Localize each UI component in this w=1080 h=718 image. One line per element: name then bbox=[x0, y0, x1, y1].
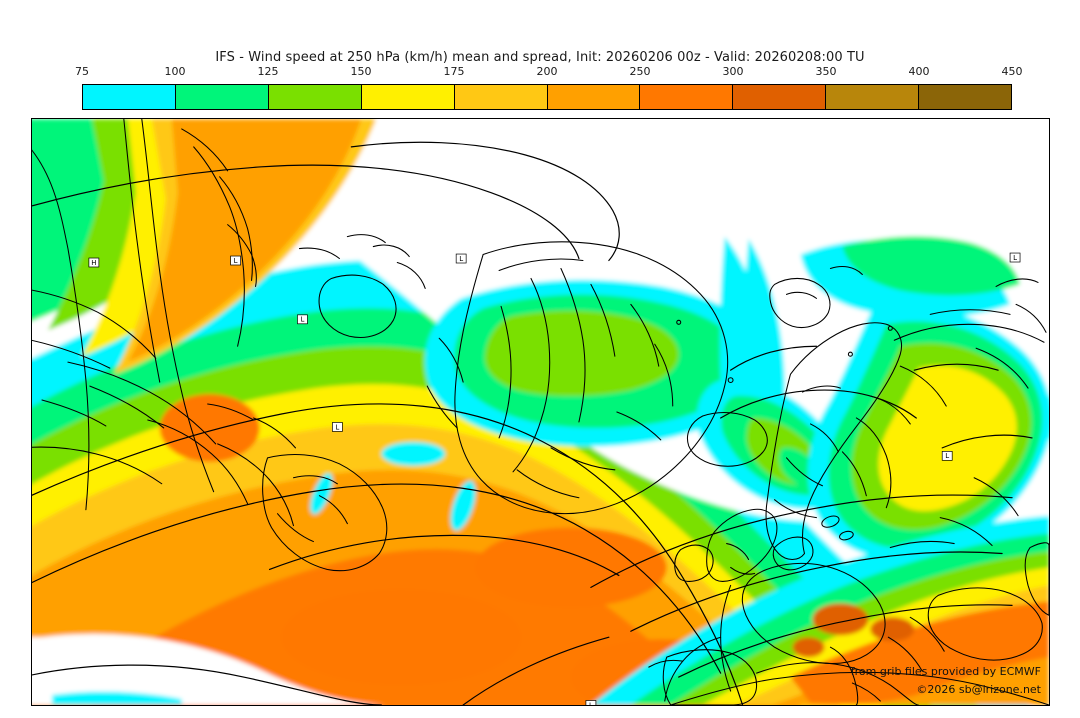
svg-text:L: L bbox=[234, 257, 238, 265]
colorbar-tick-label: 400 bbox=[908, 65, 930, 78]
colorbar-segment bbox=[83, 85, 176, 109]
svg-text:L: L bbox=[945, 452, 949, 460]
colorbar-gradient bbox=[82, 84, 1012, 110]
map-panel[interactable]: HLLLLLLLLLL from grib files provided by … bbox=[31, 118, 1050, 706]
colorbar-segment bbox=[640, 85, 734, 109]
colorbar-segment bbox=[733, 85, 827, 109]
colorbar-tick-label: 200 bbox=[536, 65, 558, 78]
colorbar-segment bbox=[268, 85, 362, 109]
map-marker: L bbox=[1009, 252, 1021, 263]
colorbar-segment bbox=[919, 85, 1012, 109]
map-marker: L bbox=[585, 700, 597, 705]
colorbar: 75 100 125 150 175 200 250 300 350 400 450 bbox=[75, 65, 1023, 110]
colorbar-tick-label: 450 bbox=[1001, 65, 1023, 78]
svg-text:L: L bbox=[589, 701, 593, 705]
svg-text:L: L bbox=[301, 316, 305, 324]
colorbar-tick-label: 300 bbox=[722, 65, 744, 78]
map-marker-layer: HLLLLLLLLLL bbox=[88, 252, 1021, 705]
colorbar-tick-label: 150 bbox=[350, 65, 372, 78]
windspeed-fill-layer bbox=[32, 119, 1049, 705]
map-marker: H bbox=[88, 257, 100, 268]
svg-text:L: L bbox=[459, 255, 463, 263]
colorbar-segment bbox=[361, 85, 455, 109]
colorbar-tick-label: 100 bbox=[164, 65, 186, 78]
map-marker: L bbox=[230, 255, 241, 266]
svg-text:L: L bbox=[335, 423, 339, 431]
svg-text:L: L bbox=[1013, 254, 1017, 262]
weather-map[interactable]: HLLLLLLLLLL bbox=[32, 119, 1049, 705]
map-marker: L bbox=[297, 314, 308, 325]
map-marker: L bbox=[455, 253, 467, 264]
svg-text:H: H bbox=[91, 259, 96, 267]
colorbar-tick-label: 125 bbox=[257, 65, 279, 78]
colorbar-tick-labels: 75 100 125 150 175 200 250 300 350 400 450 bbox=[75, 65, 1023, 81]
colorbar-segment bbox=[175, 85, 269, 109]
colorbar-segment bbox=[826, 85, 920, 109]
colorbar-segment bbox=[547, 85, 641, 109]
map-marker: L bbox=[941, 451, 953, 461]
colorbar-tick-label: 250 bbox=[629, 65, 651, 78]
page-title: IFS - Wind speed at 250 hPa (km/h) mean … bbox=[215, 50, 865, 65]
colorbar-segment bbox=[454, 85, 548, 109]
map-marker: L bbox=[332, 422, 343, 432]
coastline-layer bbox=[32, 119, 1049, 705]
colorbar-tick-label: 75 bbox=[75, 65, 89, 78]
colorbar-tick-label: 350 bbox=[815, 65, 837, 78]
colorbar-tick-label: 175 bbox=[443, 65, 465, 78]
